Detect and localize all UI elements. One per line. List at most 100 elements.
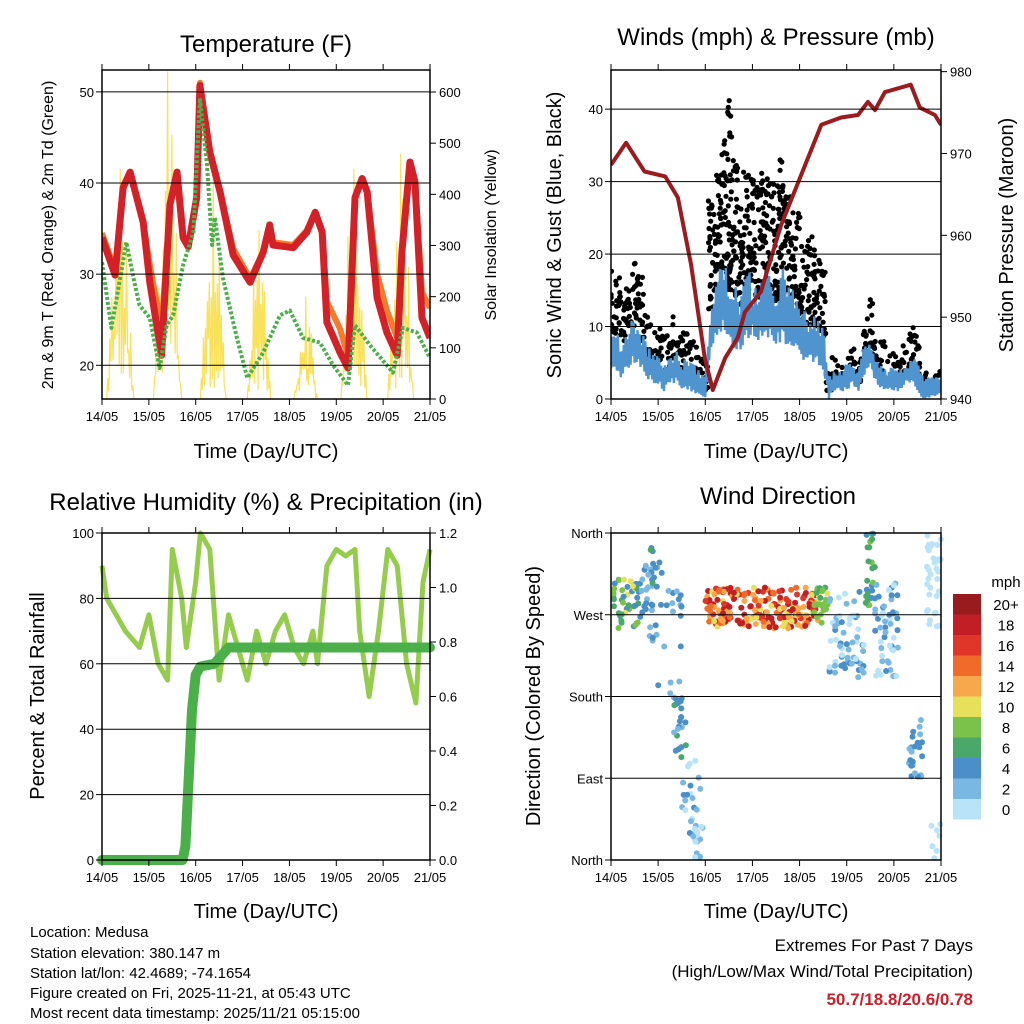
gust-point <box>693 344 700 350</box>
gust-point <box>811 261 817 267</box>
gust-point <box>684 331 690 337</box>
sonic-wind-speed-line <box>611 267 941 399</box>
wind-direction-point <box>776 588 783 595</box>
legend-swatch <box>953 696 981 717</box>
gust-point <box>725 111 732 117</box>
gust-point <box>715 178 721 184</box>
gust-point <box>789 284 795 290</box>
temperature-ytick-label: 30 <box>80 267 94 282</box>
humidity-xtick-label: 17/05 <box>226 870 259 885</box>
wind-direction-xtick-label: 18/05 <box>783 870 816 885</box>
wind-direction-point <box>669 600 676 607</box>
wind-direction-point <box>678 705 685 712</box>
wind-direction-point <box>714 596 721 603</box>
gust-point <box>796 294 802 300</box>
gust-point <box>771 190 777 196</box>
wind-direction-point <box>610 596 617 603</box>
wind-direction-point <box>842 590 848 597</box>
wind-direction-ytick-label: North <box>571 853 603 868</box>
wind-direction-point <box>827 596 834 602</box>
gust-point <box>923 370 929 376</box>
wind-direction-point <box>616 577 623 583</box>
wind-direction-point <box>615 610 622 617</box>
wind-direction-point <box>618 619 625 626</box>
wind-direction-point <box>823 606 829 613</box>
gust-point <box>719 262 725 268</box>
gust-point <box>893 354 899 360</box>
gust-point <box>777 157 783 163</box>
wind-direction-point <box>788 618 795 625</box>
gust-point <box>611 300 615 306</box>
gust-point <box>759 170 765 176</box>
gust-point <box>713 264 719 270</box>
wind-direction-point <box>665 587 672 594</box>
gust-point <box>772 282 778 288</box>
gust-point <box>652 330 658 336</box>
gust-point <box>690 339 697 345</box>
gust-point <box>910 352 917 358</box>
gust-point <box>788 256 794 262</box>
winds-xtick-label: 20/05 <box>878 409 911 424</box>
wind-direction-point <box>871 564 878 570</box>
gust-point <box>759 244 766 250</box>
wind-direction-point <box>637 613 644 620</box>
wind-direction-point <box>750 584 757 591</box>
wind-direction-point <box>911 770 918 777</box>
wind-direction-point <box>878 645 885 651</box>
gust-point <box>772 278 778 284</box>
temperature-ytick-right-label: 600 <box>439 85 461 100</box>
gust-point <box>799 243 805 250</box>
temperature-ytick-right-label: 400 <box>439 187 461 202</box>
relative-humidity-line <box>99 530 433 706</box>
wind-direction-point <box>707 603 714 610</box>
winds-ytick-label: 10 <box>589 320 603 335</box>
gust-point <box>736 274 742 280</box>
humidity-ytick-label: 20 <box>80 788 94 803</box>
wind-direction-xtick-label: 14/05 <box>595 870 628 885</box>
wind-direction-point <box>766 624 773 631</box>
wind-direction-point <box>833 636 840 643</box>
wind-direction-point <box>667 690 674 697</box>
gust-point <box>613 282 619 288</box>
gust-point <box>713 238 719 244</box>
wind-direction-point <box>800 595 807 602</box>
wind-direction-point <box>645 571 652 578</box>
gust-point <box>784 265 790 271</box>
gust-point <box>733 196 740 202</box>
legend-label: 18 <box>998 618 1015 635</box>
wind-direction-point <box>697 853 703 860</box>
gust-point <box>622 333 628 339</box>
wind-direction-point <box>934 576 941 582</box>
wind-direction-point <box>652 564 659 571</box>
gust-point <box>805 298 811 304</box>
wind-direction-point <box>755 588 762 595</box>
gust-point <box>718 222 724 228</box>
humidity-xtick-label: 14/05 <box>86 870 119 885</box>
humidity-plot-frame <box>101 532 431 861</box>
wind-direction-point <box>726 614 733 621</box>
wind-direction-point <box>760 618 767 625</box>
gust-point <box>635 280 641 286</box>
wind-direction-point <box>690 833 697 840</box>
gust-point <box>711 231 718 237</box>
temperature-ytick-right-label: 200 <box>439 290 461 305</box>
gust-point <box>820 319 826 325</box>
gust-point <box>802 282 808 288</box>
gust-point <box>818 283 824 289</box>
series-2m-t <box>102 82 430 372</box>
gust-point <box>613 326 619 332</box>
legend-label: 16 <box>998 638 1015 655</box>
gust-point <box>706 247 713 253</box>
gust-point <box>816 288 822 294</box>
gust-point <box>869 301 876 307</box>
winds-ytick-right-label: 960 <box>950 228 972 243</box>
gust-point <box>832 357 838 363</box>
wind-direction-point <box>648 607 655 614</box>
gust-point <box>717 233 723 239</box>
wind-direction-xtick-label: 20/05 <box>878 870 911 885</box>
wind-direction-point <box>845 646 852 653</box>
wind-direction-point <box>658 601 664 608</box>
wind-direction-point <box>929 843 936 850</box>
winds-ytick-label: 20 <box>589 247 603 262</box>
gust-point <box>720 181 726 187</box>
